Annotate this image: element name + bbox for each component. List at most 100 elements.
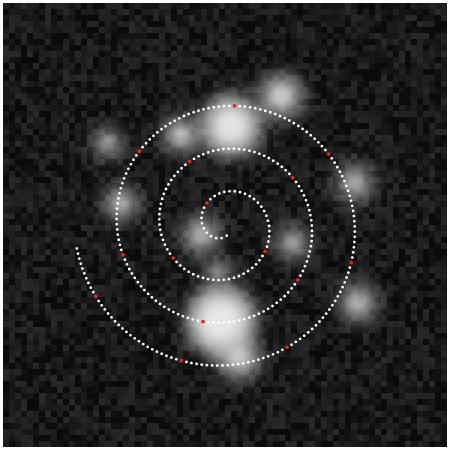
noise-pixel	[417, 63, 423, 69]
noise-pixel	[21, 435, 27, 441]
noise-pixel	[417, 117, 423, 123]
noise-pixel	[153, 267, 159, 273]
noise-pixel	[171, 381, 177, 387]
noise-pixel	[225, 195, 231, 201]
noise-pixel	[393, 171, 399, 177]
noise-pixel	[435, 213, 441, 219]
noise-pixel	[21, 27, 27, 33]
noise-pixel	[111, 123, 117, 129]
noise-pixel	[405, 345, 411, 351]
noise-pixel	[105, 93, 111, 99]
noise-pixel	[57, 183, 63, 189]
noise-pixel	[27, 225, 33, 231]
spiral-dot	[283, 294, 286, 298]
noise-pixel	[51, 309, 57, 315]
noise-pixel	[339, 45, 345, 51]
noise-pixel	[93, 9, 99, 15]
noise-pixel	[189, 99, 195, 105]
noise-pixel	[231, 267, 237, 273]
noise-pixel	[69, 27, 75, 33]
noise-pixel	[99, 375, 105, 381]
noise-pixel	[57, 147, 63, 153]
noise-pixel	[279, 315, 285, 321]
noise-pixel	[327, 273, 333, 279]
noise-pixel	[141, 33, 147, 39]
noise-pixel	[99, 93, 105, 99]
noise-pixel	[411, 363, 417, 369]
noise-pixel	[21, 9, 27, 15]
noise-pixel	[177, 237, 183, 243]
spiral-dot	[97, 299, 101, 303]
noise-pixel	[123, 135, 129, 141]
spiral-dot	[236, 362, 240, 366]
noise-pixel	[111, 309, 117, 315]
noise-pixel	[75, 261, 81, 267]
noise-pixel	[171, 3, 177, 9]
noise-pixel	[345, 321, 351, 327]
noise-pixel	[15, 381, 21, 387]
noise-pixel	[339, 93, 345, 99]
noise-pixel	[429, 321, 435, 327]
noise-pixel	[129, 381, 135, 387]
noise-pixel	[351, 15, 357, 21]
noise-pixel	[435, 147, 441, 153]
noise-pixel	[339, 9, 345, 15]
noise-pixel	[243, 213, 249, 219]
noise-pixel	[21, 345, 27, 351]
noise-pixel	[45, 33, 51, 39]
noise-pixel	[441, 87, 447, 93]
noise-pixel	[171, 321, 177, 327]
noise-pixel	[195, 189, 201, 195]
noise-pixel	[399, 243, 405, 249]
noise-pixel	[9, 291, 15, 297]
noise-pixel	[351, 351, 357, 357]
noise-pixel	[303, 3, 309, 9]
noise-pixel	[159, 15, 165, 21]
noise-pixel	[9, 21, 15, 27]
noise-pixel	[225, 381, 231, 387]
noise-pixel	[297, 357, 303, 363]
noise-pixel	[435, 135, 441, 141]
noise-pixel	[279, 51, 285, 57]
noise-pixel	[51, 363, 57, 369]
noise-pixel	[153, 219, 159, 225]
noise-pixel	[309, 189, 315, 195]
noise-pixel	[219, 381, 225, 387]
noise-pixel	[441, 45, 447, 51]
noise-pixel	[165, 87, 171, 93]
noise-pixel	[393, 405, 399, 411]
noise-pixel	[135, 81, 141, 87]
noise-pixel	[321, 129, 327, 135]
noise-pixel	[171, 87, 177, 93]
noise-pixel	[21, 441, 27, 447]
noise-pixel	[33, 135, 39, 141]
noise-pixel	[171, 231, 177, 237]
spiral-dot	[310, 327, 314, 331]
noise-pixel	[303, 81, 309, 87]
noise-pixel	[393, 237, 399, 243]
spiral-dot	[216, 148, 220, 152]
noise-pixel	[441, 381, 447, 387]
spiral-dot	[299, 274, 302, 277]
noise-pixel	[267, 177, 273, 183]
noise-pixel	[375, 309, 381, 315]
noise-pixel	[117, 309, 123, 315]
noise-pixel	[291, 27, 297, 33]
noise-pixel	[171, 57, 177, 63]
noise-pixel	[51, 381, 57, 387]
noise-pixel	[429, 207, 435, 213]
noise-pixel	[171, 393, 177, 399]
noise-pixel	[339, 321, 345, 327]
noise-pixel	[105, 57, 111, 63]
noise-pixel	[435, 33, 441, 39]
noise-pixel	[417, 363, 423, 369]
noise-pixel	[3, 393, 9, 399]
noise-pixel	[261, 327, 267, 333]
noise-pixel	[369, 129, 375, 135]
noise-pixel	[3, 369, 9, 375]
noise-pixel	[9, 87, 15, 93]
noise-pixel	[57, 69, 63, 75]
noise-pixel	[327, 225, 333, 231]
noise-pixel	[111, 225, 117, 231]
noise-pixel	[369, 123, 375, 129]
